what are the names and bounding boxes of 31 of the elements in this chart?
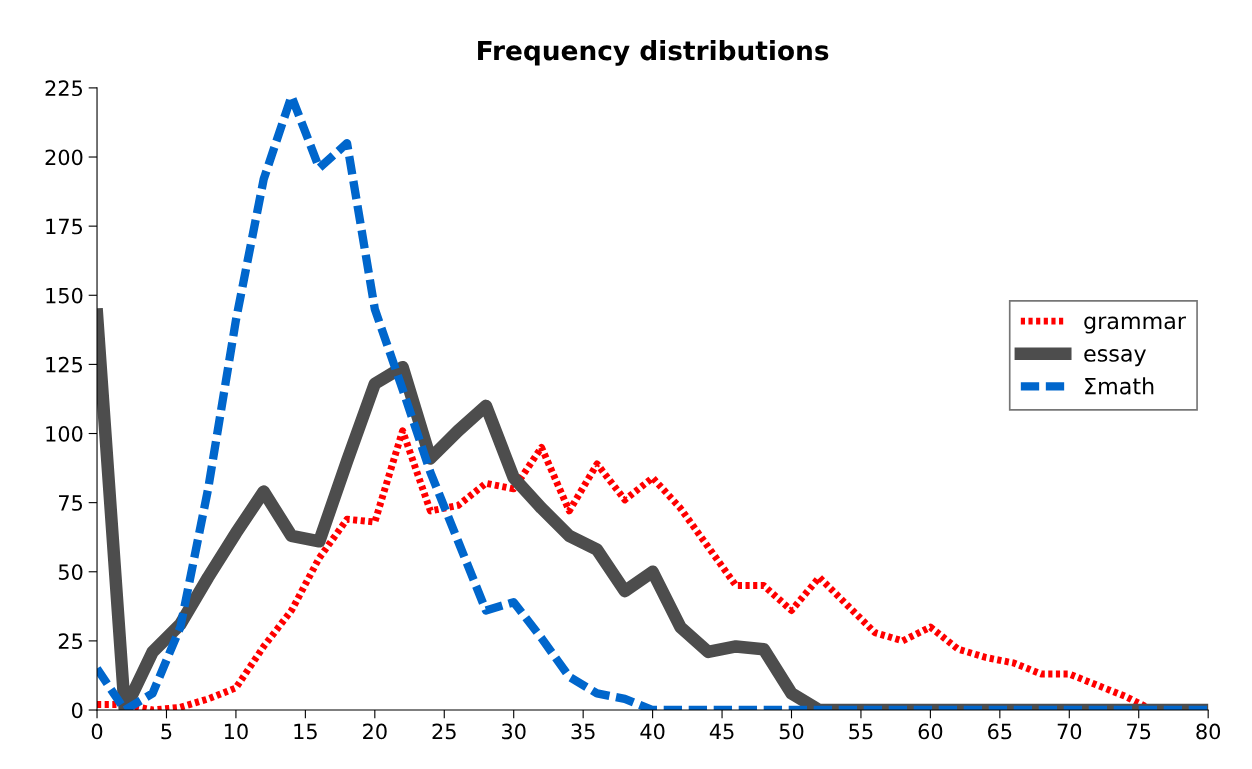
x-tick-label: 80 [1196, 723, 1221, 740]
x-tick-label: 60 [918, 723, 943, 740]
y-tick-label: 25 [58, 633, 83, 650]
x-tick-label: 5 [161, 723, 172, 740]
x-tick-label: 65 [988, 723, 1012, 740]
x-tick-label: 30 [502, 723, 526, 740]
x-tick-label: 10 [224, 723, 248, 740]
x-tick-label: 20 [363, 723, 387, 740]
y-tick-label: 150 [46, 287, 83, 304]
y-tick-label: 200 [45, 149, 83, 166]
x-tick-label: 75 [1127, 723, 1151, 740]
chart-title: Frequency distributions [478, 40, 829, 66]
y-tick-label: 75 [59, 495, 83, 511]
x-tick-label: 70 [1057, 723, 1082, 740]
x-tick-label: 0 [91, 723, 103, 740]
x-tick-label: 55 [849, 723, 873, 740]
y-tick-label: 225 [45, 80, 83, 97]
y-tick-label: 0 [71, 702, 83, 719]
legend-label: grammar [1084, 316, 1186, 334]
y-tick-label: 175 [46, 218, 83, 235]
x-tick-label: 45 [709, 723, 734, 740]
y-tick-label: 125 [46, 356, 83, 373]
x-tick-label: 15 [294, 723, 317, 740]
y-tick-label: 100 [46, 425, 83, 442]
x-tick-label: 25 [432, 723, 456, 740]
x-tick-label: 40 [640, 723, 665, 740]
legend-label: Σmath [1085, 377, 1154, 395]
y-tick-label: 50 [58, 564, 83, 580]
x-tick-label: 50 [779, 723, 804, 740]
legend-label: essay [1084, 349, 1146, 367]
x-tick-label: 35 [571, 723, 595, 740]
